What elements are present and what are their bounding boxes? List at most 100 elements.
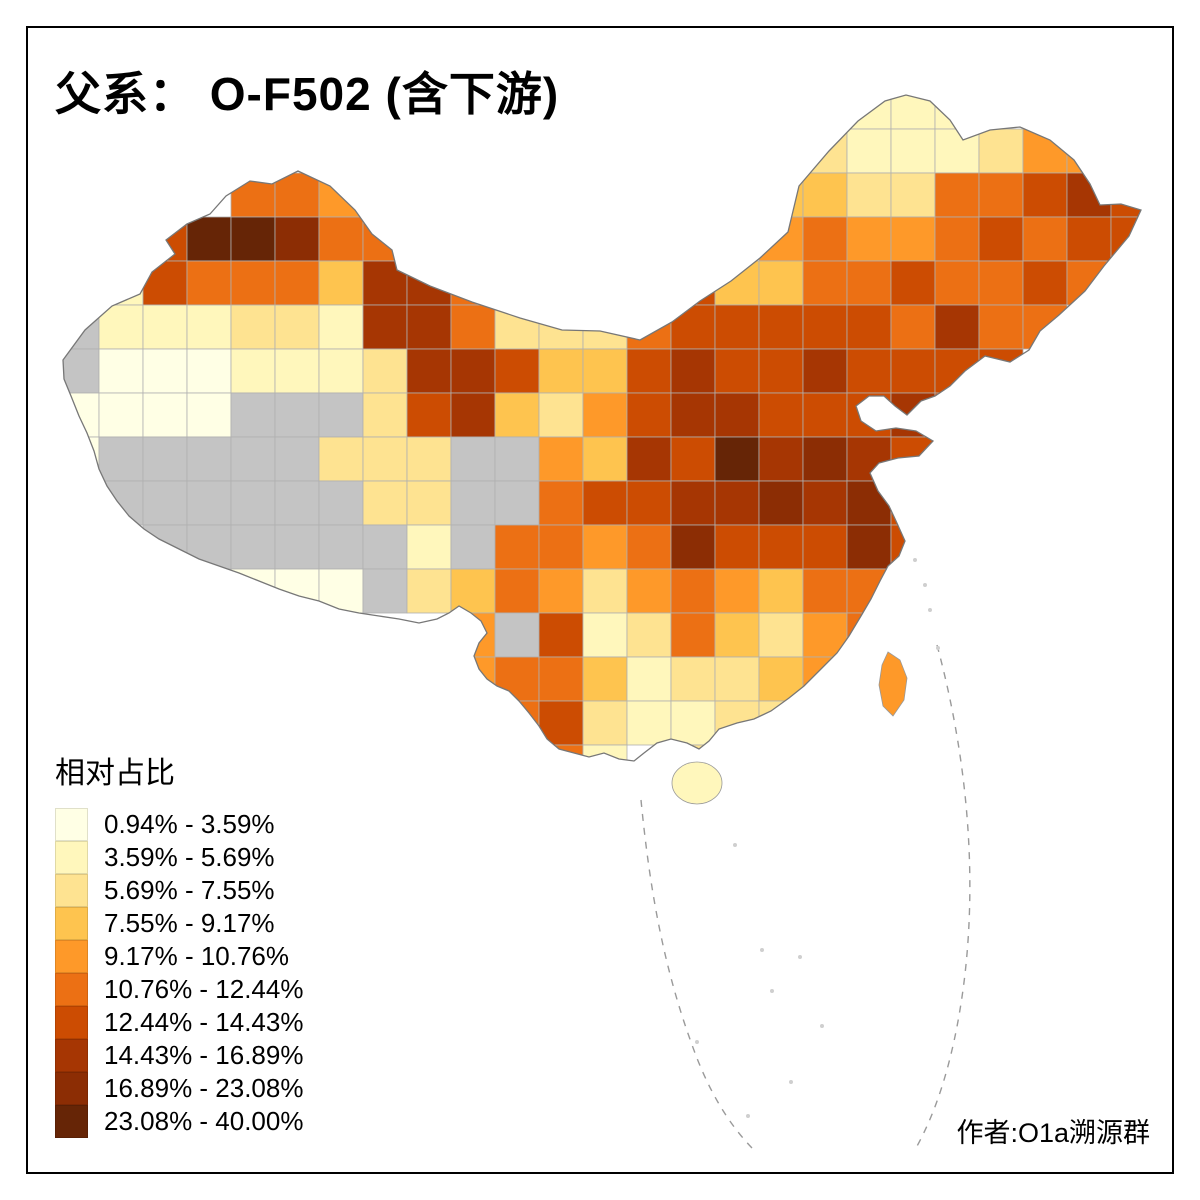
map-cell	[714, 612, 760, 658]
map-cell	[934, 95, 980, 130]
map-cell	[1110, 216, 1141, 262]
legend-swatch	[55, 1105, 88, 1138]
map-cell	[538, 612, 584, 658]
map-cell	[626, 612, 672, 658]
map-cell	[802, 700, 848, 746]
map-cell	[362, 304, 408, 350]
map-cell	[934, 260, 980, 306]
map-cell	[802, 172, 848, 218]
map-cell	[802, 216, 848, 262]
legend-swatch	[55, 1006, 88, 1039]
map-cell	[406, 568, 452, 614]
map-cell	[978, 216, 1024, 262]
map-cell	[318, 172, 364, 218]
map-cell	[758, 392, 804, 438]
map-cell	[934, 348, 980, 394]
map-cell	[230, 436, 276, 482]
map-cell	[758, 700, 804, 746]
legend: 相对占比 0.94% - 3.59% 3.59% - 5.69% 5.69% - 7…	[55, 748, 303, 1138]
map-cell	[186, 216, 232, 262]
map-cell	[890, 216, 936, 262]
map-cell	[1066, 260, 1112, 306]
map-cell	[846, 95, 892, 130]
legend-items: 0.94% - 3.59% 3.59% - 5.69% 5.69% - 7.55% 7…	[55, 808, 303, 1138]
map-cell	[230, 392, 276, 438]
legend-row: 3.59% - 5.69%	[55, 841, 303, 874]
map-cell	[626, 524, 672, 570]
legend-label: 5.69% - 7.55%	[104, 875, 275, 905]
map-cell	[494, 700, 540, 746]
map-cell	[274, 568, 320, 614]
map-cell	[1022, 172, 1068, 218]
map-cell	[802, 568, 848, 614]
map-cell	[186, 304, 232, 350]
legend-swatch	[55, 973, 88, 1006]
map-cell	[538, 700, 584, 746]
legend-label: 9.17% - 10.76%	[104, 941, 290, 971]
map-cell	[582, 480, 628, 526]
map-cell	[406, 436, 452, 482]
map-cell	[890, 436, 936, 482]
map-cell	[758, 524, 804, 570]
map-cell	[230, 172, 276, 218]
map-cell	[362, 480, 408, 526]
map-cell	[758, 568, 804, 614]
legend-label: 3.59% - 5.69%	[104, 842, 275, 872]
map-cell	[846, 524, 892, 570]
map-cell	[98, 304, 144, 350]
map-cell	[846, 348, 892, 394]
map-cell	[494, 656, 540, 702]
map-cell	[890, 95, 936, 130]
hainan-island	[671, 761, 723, 805]
map-cell	[582, 436, 628, 482]
map-cell	[142, 524, 188, 570]
map-cell	[274, 436, 320, 482]
map-cell	[450, 304, 496, 350]
map-cell	[890, 524, 936, 570]
map-cell	[406, 524, 452, 570]
map-cell	[98, 348, 144, 394]
map-cell	[846, 392, 892, 438]
map-cell	[670, 392, 716, 438]
map-cell	[274, 172, 320, 218]
map-cell	[582, 348, 628, 394]
map-cell	[230, 348, 276, 394]
map-cell	[362, 568, 408, 614]
map-cell	[318, 568, 364, 614]
map-cell	[670, 612, 716, 658]
map-cell	[670, 304, 716, 350]
legend-row: 14.43% - 16.89%	[55, 1039, 303, 1072]
legend-row: 7.55% - 9.17%	[55, 907, 303, 940]
map-cell	[538, 260, 584, 306]
map-cell	[142, 392, 188, 438]
map-cell	[626, 436, 672, 482]
map-cell	[846, 304, 892, 350]
map-cell	[802, 524, 848, 570]
map-cell	[802, 348, 848, 394]
map-cell	[318, 436, 364, 482]
map-cell	[538, 568, 584, 614]
map-cell	[626, 392, 672, 438]
map-cell	[1066, 172, 1112, 218]
map-cell	[582, 612, 628, 658]
map-cell	[274, 260, 320, 306]
map-cell	[494, 568, 540, 614]
map-cell	[494, 612, 540, 658]
map-cell	[626, 568, 672, 614]
map-cell	[714, 304, 760, 350]
map-cell	[98, 436, 144, 482]
map-cell	[890, 172, 936, 218]
legend-row: 9.17% - 10.76%	[55, 940, 303, 973]
map-cell	[318, 260, 364, 306]
map-cell	[626, 480, 672, 526]
map-cell	[582, 656, 628, 702]
map-cell	[802, 656, 848, 702]
map-cell	[406, 392, 452, 438]
map-cell	[582, 744, 628, 761]
map-cell	[450, 348, 496, 394]
map-cell	[494, 480, 540, 526]
map-cell	[582, 304, 628, 350]
map-cell	[494, 524, 540, 570]
map-cell	[758, 612, 804, 658]
